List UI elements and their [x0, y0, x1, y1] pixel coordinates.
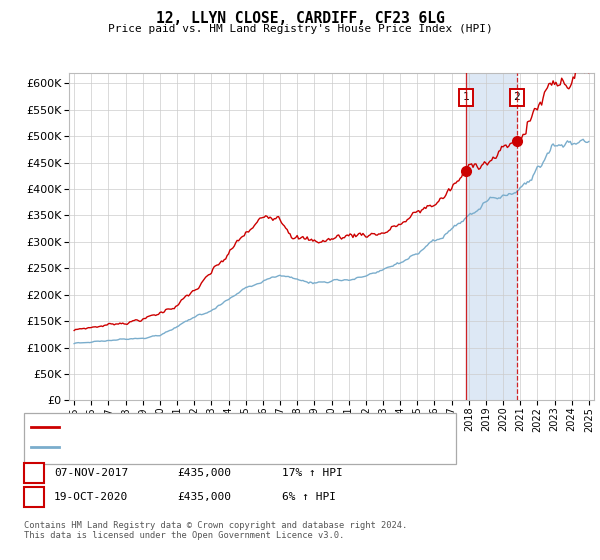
Text: Contains HM Land Registry data © Crown copyright and database right 2024.
This d: Contains HM Land Registry data © Crown c… [24, 521, 407, 540]
Text: 2: 2 [514, 92, 520, 102]
Text: £435,000: £435,000 [177, 492, 231, 502]
Text: HPI: Average price, detached house, Cardiff: HPI: Average price, detached house, Card… [62, 442, 320, 452]
Text: £435,000: £435,000 [177, 468, 231, 478]
Text: 6% ↑ HPI: 6% ↑ HPI [282, 492, 336, 502]
Text: 12, LLYN CLOSE, CARDIFF, CF23 6LG: 12, LLYN CLOSE, CARDIFF, CF23 6LG [155, 11, 445, 26]
Text: 07-NOV-2017: 07-NOV-2017 [54, 468, 128, 478]
Text: 1: 1 [31, 468, 38, 478]
Text: 12, LLYN CLOSE, CARDIFF, CF23 6LG (detached house): 12, LLYN CLOSE, CARDIFF, CF23 6LG (detac… [62, 422, 362, 432]
Text: Price paid vs. HM Land Registry's House Price Index (HPI): Price paid vs. HM Land Registry's House … [107, 24, 493, 34]
Text: 1: 1 [463, 92, 470, 102]
Text: 19-OCT-2020: 19-OCT-2020 [54, 492, 128, 502]
Text: 17% ↑ HPI: 17% ↑ HPI [282, 468, 343, 478]
Text: 2: 2 [31, 492, 38, 502]
Bar [466, 73, 517, 400]
